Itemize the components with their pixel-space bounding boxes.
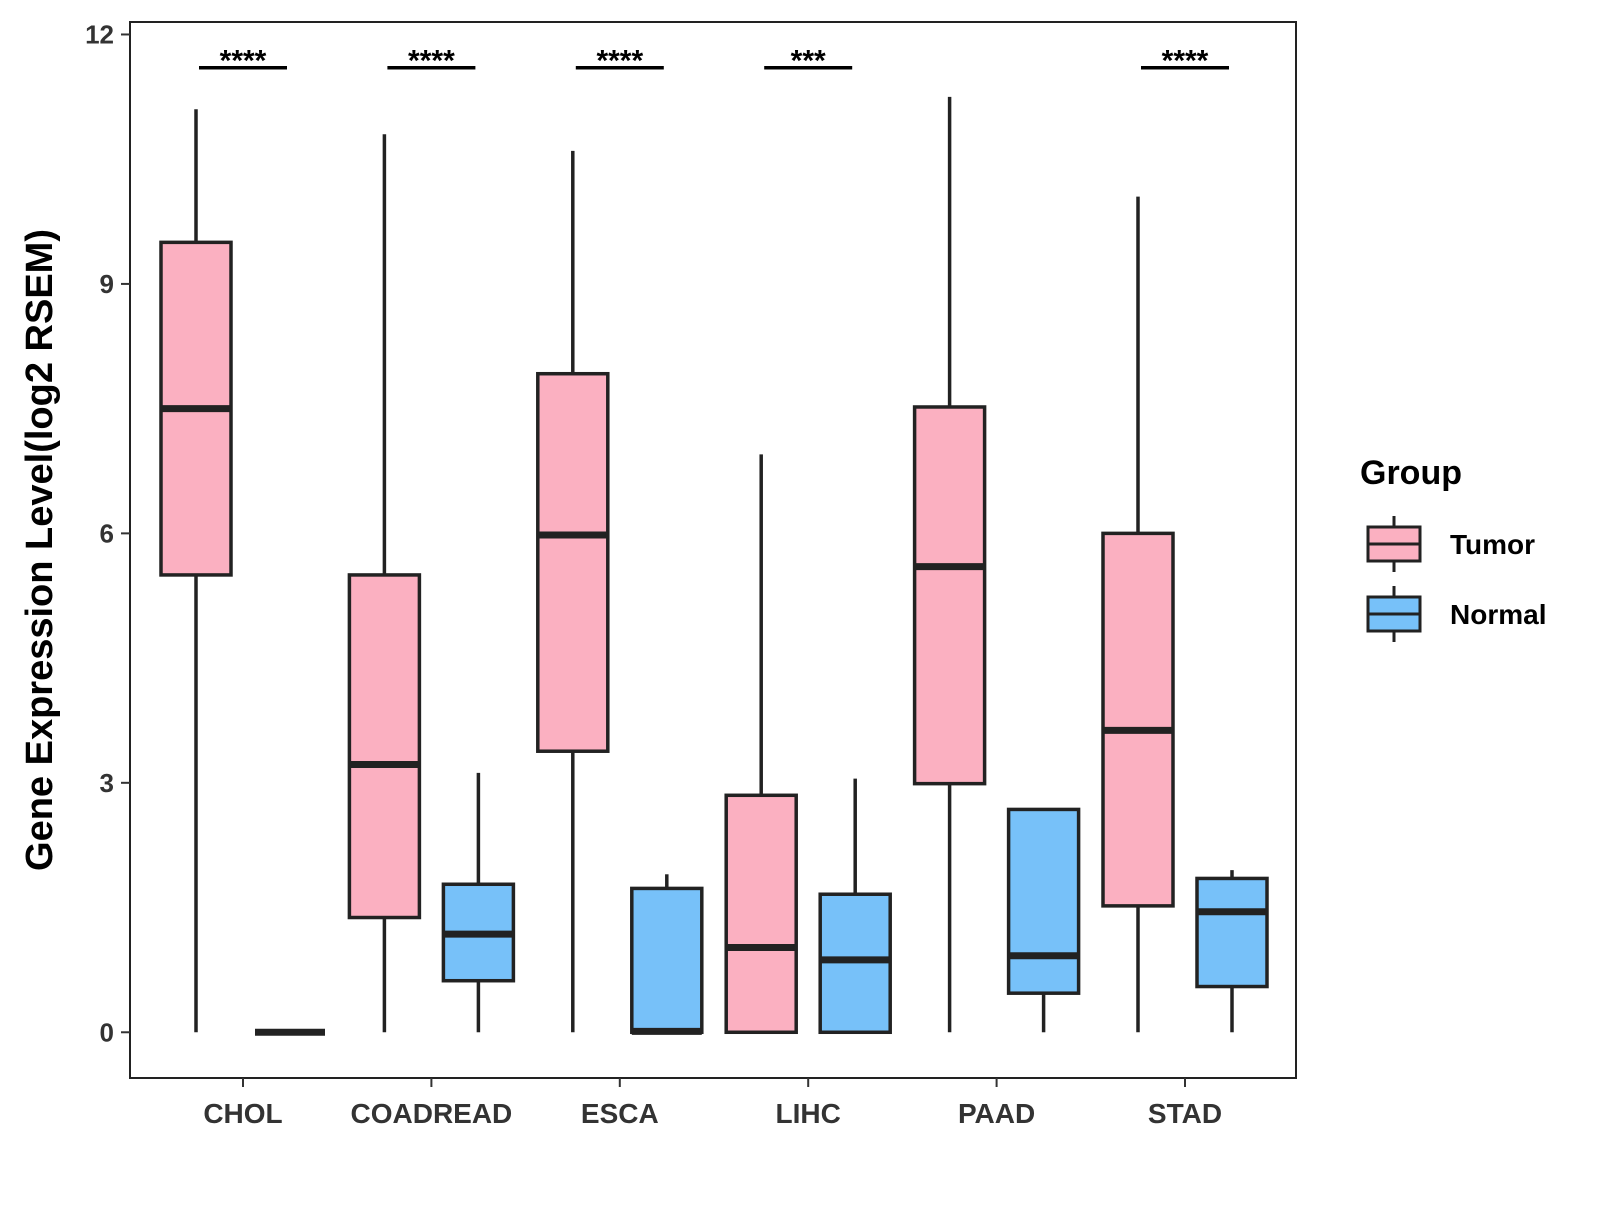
x-tick-label: LIHC <box>776 1098 841 1129</box>
box-paad-tumor <box>912 405 987 786</box>
box-paad-normal <box>1006 807 1081 995</box>
y-tick-label: 6 <box>100 518 114 548</box>
x-tick-label: ESCA <box>581 1098 659 1129</box>
y-tick-label: 3 <box>100 768 114 798</box>
significance-label-esca: **** <box>596 45 643 78</box>
legend: Group Tumor Normal <box>1360 454 1546 642</box>
y-tick-label: 12 <box>85 19 114 49</box>
x-tick-label: CHOL <box>203 1098 282 1129</box>
x-tick-label: COADREAD <box>351 1098 513 1129</box>
significance-label-lihc: *** <box>791 45 826 78</box>
legend-title: Group <box>1360 454 1462 492</box>
legend-label-normal: Normal <box>1450 599 1546 630</box>
y-tick-label: 9 <box>100 269 114 299</box>
legend-label-tumor: Tumor <box>1450 529 1535 560</box>
significance-label-stad: **** <box>1162 45 1209 78</box>
box-coadread-tumor <box>347 573 422 920</box>
box-esca-normal <box>630 886 704 1035</box>
significance-layer: **** **** **** *** **** <box>199 45 1229 78</box>
significance-label-chol: **** <box>220 45 267 78</box>
y-tick-label: 0 <box>100 1017 114 1047</box>
box-stad-tumor <box>1101 531 1175 908</box>
x-tick-label: PAAD <box>958 1098 1035 1129</box>
box-esca-tumor <box>536 371 610 753</box>
y-axis-title: Gene Expression Level(log2 RSEM) <box>19 229 61 871</box>
axes-layer: 0 3 6 9 12 CHOL COADREAD ESCA LIHC PAAD STAD Gene E… <box>19 19 1222 1129</box>
box-stad-normal <box>1195 876 1269 989</box>
boxes-layer <box>159 96 1269 1036</box>
significance-label-coadread: **** <box>408 45 455 78</box>
box-lihc-tumor <box>724 793 798 1035</box>
x-tick-label: STAD <box>1148 1098 1222 1129</box>
